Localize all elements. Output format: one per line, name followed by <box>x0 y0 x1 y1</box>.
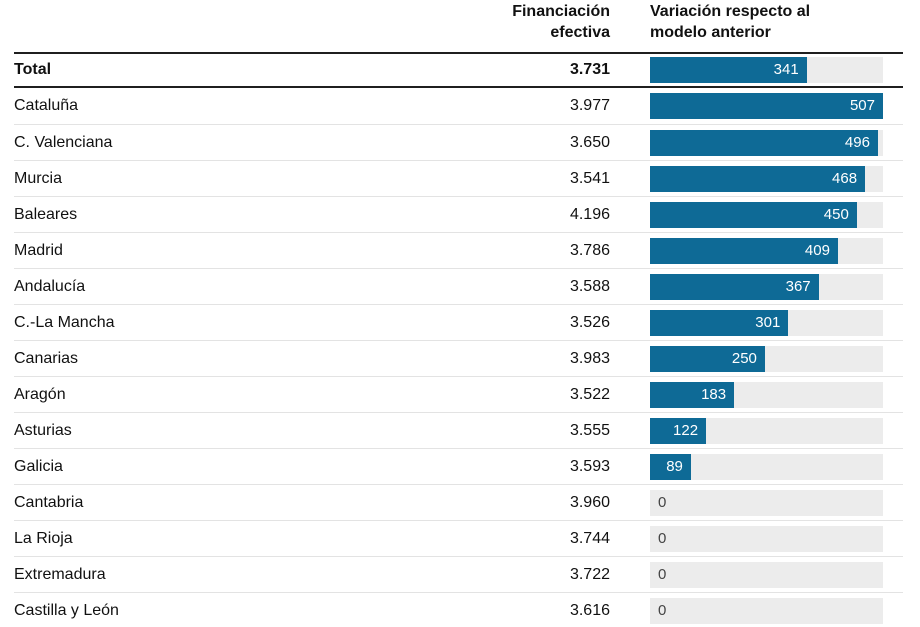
variation-bar: 367 <box>650 273 819 300</box>
variation-bar: 468 <box>650 165 866 192</box>
variation-bar: 183 <box>650 381 735 408</box>
financing-value: 3.526 <box>569 313 610 331</box>
variation-bar: 450 <box>650 201 857 228</box>
table-row: La Rioja 3.744 0 0 <box>14 520 903 556</box>
variation-bar-track: 367 367 <box>650 273 883 300</box>
variation-column-header: Variación respecto al modelo anterior <box>650 1 883 43</box>
table-row: C. Valenciana 3.650 496 496 <box>14 124 903 160</box>
variation-value: 250 <box>731 349 757 367</box>
variation-bar-track: 250 250 <box>650 345 883 372</box>
variation-bar-track: 89 89 <box>650 453 883 480</box>
rows: Total 3.731 341 341 Cataluña 3.977 507 5… <box>14 52 903 627</box>
table-row: Extremadura 3.722 0 0 <box>14 556 903 592</box>
variation-bar-track: 496 496 <box>650 129 883 156</box>
table-row: Cantabria 3.960 0 0 <box>14 484 903 520</box>
variation-bar: 122 <box>650 417 707 444</box>
table-row: Asturias 3.555 122 122 <box>14 412 903 448</box>
financing-value: 3.786 <box>569 241 610 259</box>
variation-value: 507 <box>849 97 875 114</box>
financing-value: 4.196 <box>569 205 610 223</box>
table-row: Andalucía 3.588 367 367 <box>14 268 903 304</box>
financing-value: 3.744 <box>569 529 610 547</box>
variation-value: 122 <box>673 421 699 439</box>
table-row: Total 3.731 341 341 <box>14 52 903 88</box>
variation-bar-track: 122 122 <box>650 417 883 444</box>
variation-bar-track: 183 183 <box>650 381 883 408</box>
variation-value: 367 <box>785 277 811 295</box>
financing-value: 3.731 <box>569 61 610 78</box>
region-label: Cantabria <box>14 493 84 511</box>
table-row: Madrid 3.786 409 409 <box>14 232 903 268</box>
region-label: Castilla y León <box>14 601 119 619</box>
region-label: Canarias <box>14 349 79 367</box>
variation-bar-track: 341 341 <box>650 57 883 83</box>
region-label: Cataluña <box>14 97 79 114</box>
variation-bar-track: 468 468 <box>650 165 883 192</box>
variation-bar: 409 <box>650 237 838 264</box>
region-label: Murcia <box>14 169 63 187</box>
variation-value: 0 <box>658 529 667 547</box>
table-row: Murcia 3.541 468 468 <box>14 160 903 196</box>
variation-value: 468 <box>832 169 858 187</box>
region-label: Madrid <box>14 241 63 259</box>
variation-bar: 341 <box>650 57 807 83</box>
variation-value: 409 <box>804 241 830 259</box>
table-header: Financiación efectiva Variación respecto… <box>14 0 903 52</box>
financing-value: 3.983 <box>569 349 610 367</box>
variation-bar-track: 450 450 <box>650 201 883 228</box>
financing-value: 3.522 <box>569 385 610 403</box>
variation-bar-track: 409 409 <box>650 237 883 264</box>
variation-value: 89 <box>666 457 683 475</box>
variation-bar-track: 0 0 <box>650 525 883 552</box>
financing-value: 3.541 <box>569 169 610 187</box>
region-label: Aragón <box>14 385 66 403</box>
variation-column-header-label: Variación respecto al modelo anterior <box>650 3 811 41</box>
table-row: Cataluña 3.977 507 507 <box>14 88 903 124</box>
variation-bar: 496 <box>650 129 878 156</box>
table-row: C.-La Mancha 3.526 301 301 <box>14 304 903 340</box>
table-row: Aragón 3.522 183 183 <box>14 376 903 412</box>
table-row: Galicia 3.593 89 89 <box>14 448 903 484</box>
variation-value: 0 <box>658 601 667 619</box>
variation-value: 183 <box>701 385 727 403</box>
variation-bar: 301 <box>650 309 789 336</box>
financing-value: 3.722 <box>569 565 610 583</box>
region-label: Galicia <box>14 457 63 475</box>
financing-column-header: Financiación efectiva <box>512 3 610 41</box>
variation-value: 341 <box>773 61 799 78</box>
financing-value: 3.977 <box>569 97 610 114</box>
financing-value: 3.588 <box>569 277 610 295</box>
variation-value: 496 <box>844 133 870 151</box>
variation-value: 0 <box>658 493 667 511</box>
region-label: C. Valenciana <box>14 133 113 151</box>
table-row: Canarias 3.983 250 250 <box>14 340 903 376</box>
table-row: Castilla y León 3.616 0 0 <box>14 592 903 627</box>
table-row: Baleares 4.196 450 450 <box>14 196 903 232</box>
financing-value: 3.593 <box>569 457 610 475</box>
region-label: Extremadura <box>14 565 106 583</box>
financing-value: 3.650 <box>569 133 610 151</box>
variation-value: 450 <box>823 205 849 223</box>
financing-value: 3.960 <box>569 493 610 511</box>
variation-bar: 507 <box>650 93 883 119</box>
region-label: C.-La Mancha <box>14 313 115 331</box>
region-label: Andalucía <box>14 277 86 295</box>
variation-bar-track: 0 0 <box>650 489 883 516</box>
variation-bar-track: 301 301 <box>650 309 883 336</box>
variation-bar-track: 507 507 <box>650 93 883 119</box>
variation-value: 301 <box>755 313 781 331</box>
region-label: Total <box>14 61 52 78</box>
variation-bar: 250 <box>650 345 765 372</box>
variation-bar-track: 0 0 <box>650 597 883 624</box>
variation-bar-track: 0 0 <box>650 561 883 588</box>
variation-value: 0 <box>658 565 667 583</box>
variation-bar: 89 <box>650 453 691 480</box>
region-label: La Rioja <box>14 529 73 547</box>
financing-value: 3.555 <box>569 421 610 439</box>
financing-value: 3.616 <box>569 601 610 619</box>
region-label: Baleares <box>14 205 78 223</box>
region-label: Asturias <box>14 421 72 439</box>
